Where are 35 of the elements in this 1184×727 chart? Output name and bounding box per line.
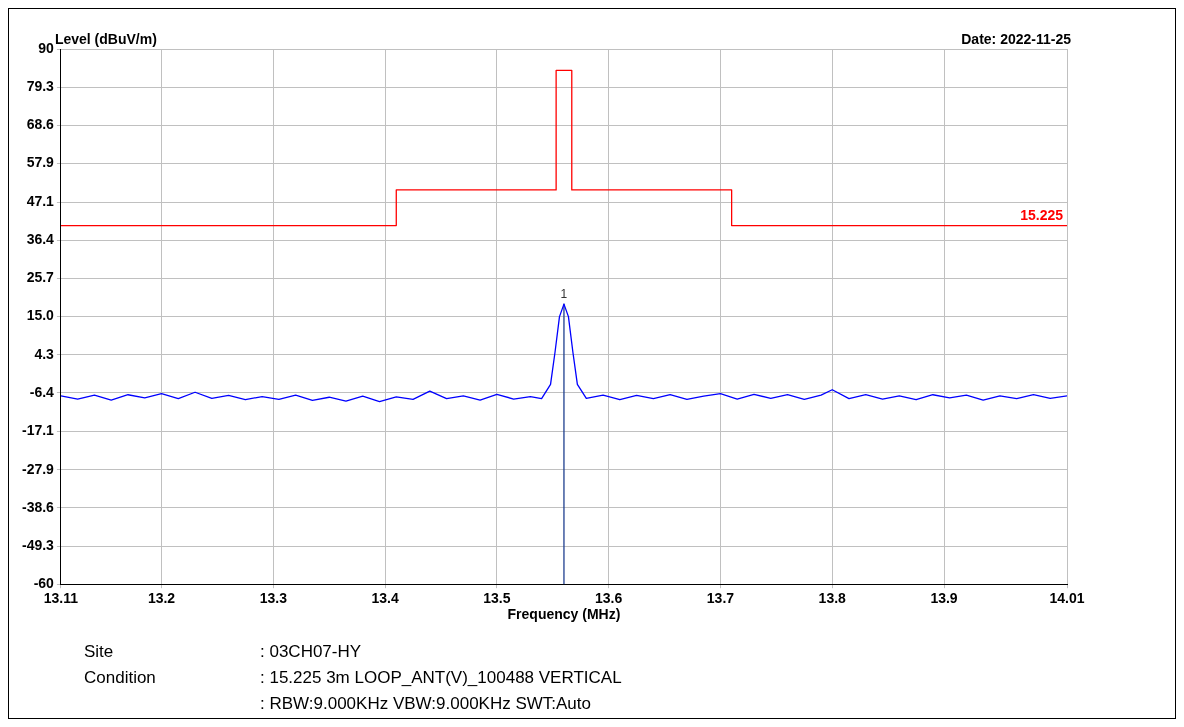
y-tick-label: -60	[33, 575, 55, 592]
y-tick-label: -6.4	[29, 383, 55, 400]
y-tick-label: 25.7	[26, 269, 55, 286]
text: : 15.225 3m LOOP_ANT(V)_100488 VERTICAL	[260, 667, 623, 689]
x-tick-label: 14.01	[1049, 590, 1085, 607]
text: Site	[84, 641, 115, 663]
x-tick-label: 13.9	[930, 590, 958, 607]
x-tick-label: 13.4	[371, 590, 399, 607]
y-tick-label: 47.1	[26, 192, 55, 209]
y-axis-title: Level (dBuV/m)	[54, 30, 157, 47]
x-tick-label: 13.3	[259, 590, 288, 607]
text: Date: 2022-11-25	[961, 30, 1072, 47]
y-tick-label: 15.0	[26, 307, 55, 324]
x-tick-label: 13.11	[43, 590, 79, 607]
text: Condition	[84, 667, 157, 689]
x-tick-label: 13.5	[483, 590, 511, 607]
y-tick-label: 57.9	[26, 154, 55, 171]
series-label: 15.225	[1020, 207, 1064, 224]
y-tick-label: -38.6	[21, 498, 55, 515]
annotation: 1	[560, 287, 568, 302]
x-tick-label: 13.8	[818, 590, 847, 607]
y-tick-label: 36.4	[26, 231, 55, 248]
y-tick-label: 79.3	[26, 78, 55, 95]
x-tick-label: 13.6	[595, 590, 623, 607]
x-tick-label: 13.2	[147, 590, 176, 607]
y-tick-label: 4.3	[34, 345, 55, 362]
x-tick-label: 13.7	[706, 590, 735, 607]
text: : 03CH07-HY	[260, 641, 363, 663]
x-axis-title: Frequency (MHz)	[507, 606, 621, 623]
y-tick-label: 68.6	[26, 116, 55, 133]
y-tick-label: -17.1	[21, 421, 55, 438]
y-tick-label: -49.3	[21, 536, 55, 553]
y-tick-label: 90	[38, 39, 55, 56]
text: : RBW:9.000KHz VBW:9.000KHz SWT:Auto	[260, 693, 592, 715]
y-tick-label: -27.9	[21, 460, 55, 477]
